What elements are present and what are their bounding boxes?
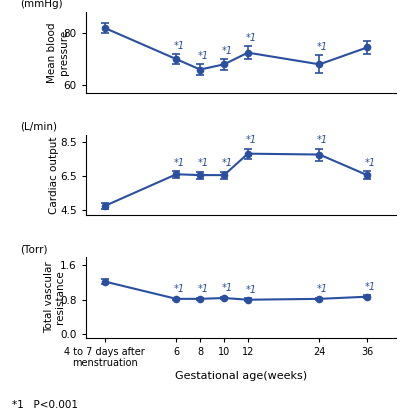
Text: *1: *1: [246, 135, 257, 145]
Text: *1   P<0.001: *1 P<0.001: [12, 400, 78, 410]
Text: (mmHg): (mmHg): [20, 0, 63, 9]
Text: *1: *1: [174, 158, 185, 168]
Text: *1: *1: [198, 51, 209, 61]
Text: *1: *1: [222, 159, 233, 169]
Text: *1: *1: [246, 285, 257, 295]
Text: *1: *1: [174, 41, 185, 51]
Text: *1: *1: [317, 135, 328, 145]
Text: *1: *1: [198, 284, 209, 294]
Text: *1: *1: [365, 282, 376, 292]
Text: *1: *1: [222, 283, 233, 293]
Text: *1: *1: [365, 158, 376, 168]
Text: *1: *1: [198, 159, 209, 169]
X-axis label: Gestational age(weeks): Gestational age(weeks): [175, 371, 307, 381]
Text: *1: *1: [317, 284, 328, 294]
Text: *1: *1: [174, 284, 185, 294]
Y-axis label: Mean blood
pressure: Mean blood pressure: [47, 22, 69, 83]
Y-axis label: Total vascular
resistance: Total vascular resistance: [44, 262, 65, 333]
Text: *1: *1: [246, 33, 257, 43]
Text: (L/min): (L/min): [20, 122, 58, 131]
Text: (Torr): (Torr): [20, 244, 48, 254]
Y-axis label: Cardiac output: Cardiac output: [49, 136, 60, 214]
Text: *1: *1: [317, 42, 328, 52]
Text: *1: *1: [222, 46, 233, 56]
